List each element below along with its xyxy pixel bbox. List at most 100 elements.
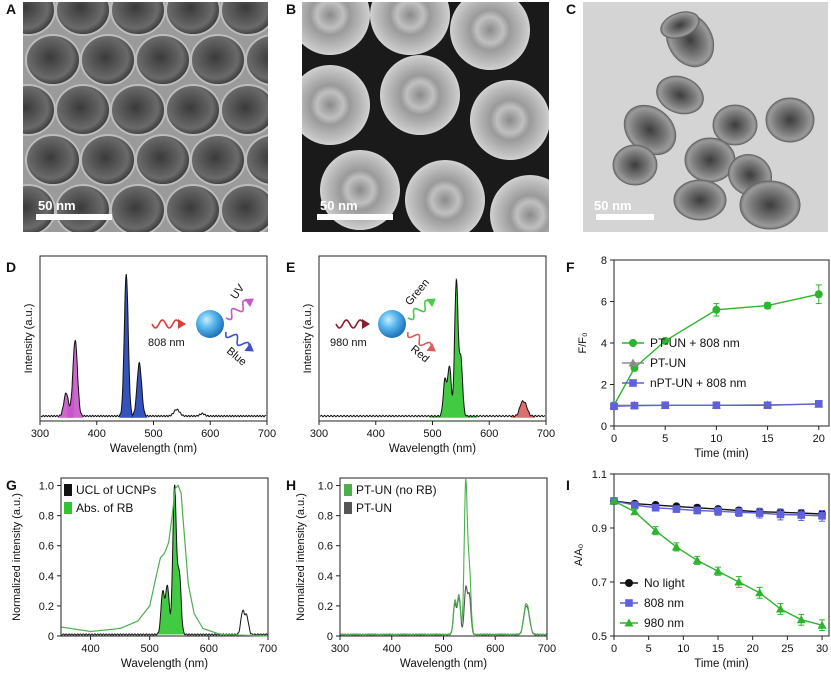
excitation-label: 980 nm xyxy=(330,337,367,349)
peak-fill xyxy=(131,362,148,418)
uv-emission-arrow-wave xyxy=(225,299,246,321)
data-point xyxy=(776,510,785,519)
plot-frame xyxy=(60,477,269,637)
legend-label: PT-UN + 808 nm xyxy=(650,336,740,350)
x-tick-label: 20 xyxy=(813,433,825,445)
spectrum-line xyxy=(340,585,547,636)
x-tick-label: 10 xyxy=(710,433,722,445)
nanoparticle xyxy=(190,134,246,186)
emission-label-red: Red xyxy=(408,343,431,365)
data-point xyxy=(818,512,826,520)
x-tick-label: 600 xyxy=(200,643,218,655)
nanoparticle xyxy=(660,11,700,39)
x-tick-label: 500 xyxy=(434,643,452,655)
emission-label-green: Green xyxy=(403,277,432,308)
x-tick-label: 600 xyxy=(480,428,498,440)
x-tick-label: 600 xyxy=(201,428,219,440)
legend-label: Abs. of RB xyxy=(76,501,133,515)
legend-marker xyxy=(625,599,633,607)
green-emission-arrow xyxy=(407,298,436,321)
x-tick-label: 0 xyxy=(611,433,617,445)
panel-letter: H xyxy=(286,477,296,493)
data-point xyxy=(651,526,661,535)
peak-fill xyxy=(146,484,197,636)
excitation-arrow-wave xyxy=(335,319,363,329)
nanoparticle xyxy=(656,75,704,115)
legend-label: PT-UN xyxy=(356,501,392,515)
data-point xyxy=(714,507,722,516)
x-tick-label: 5 xyxy=(646,643,652,655)
y-tick-label: 1.0 xyxy=(39,481,54,493)
data-point xyxy=(817,620,827,629)
peak-fill xyxy=(119,274,134,418)
panel-letter-a: A xyxy=(6,1,16,17)
chart-g: 400 500 600 700 0 0.2 0.4 0.6 0.8 1.0 Wavelength (… xyxy=(6,477,277,670)
legend-marker xyxy=(628,358,638,367)
panel-c: C 50 nm xyxy=(566,1,828,232)
nanoparticle xyxy=(220,184,268,232)
emission-label-blue: Blue xyxy=(224,345,249,368)
legend-label: 980 nm xyxy=(644,616,684,630)
data-point xyxy=(712,305,721,314)
x-tick-label: 300 xyxy=(310,428,328,440)
nanoparticle xyxy=(470,80,549,160)
scale-label-a: 50 nm xyxy=(38,198,76,213)
nanoparticle-grid-b xyxy=(302,2,549,232)
excitation-arrow-wave xyxy=(151,319,179,329)
red-emission-arrow xyxy=(407,331,436,352)
y-tick-label: 0 xyxy=(327,631,333,643)
chart-d: 300 400 500 600 700 Wavelength (nm) Intensity … xyxy=(6,255,276,455)
plot-frame xyxy=(613,473,830,637)
red-emission-arrow-arrowhead xyxy=(426,342,436,352)
data-point xyxy=(712,401,721,410)
panel-a: A 50 nm xyxy=(6,1,268,232)
nanoparticle-cluster-c xyxy=(612,11,815,230)
legend-swatch xyxy=(64,502,72,514)
data-point xyxy=(692,555,702,564)
panel-letter: G xyxy=(6,477,17,493)
nanoparticle xyxy=(165,84,221,136)
spectrum-line xyxy=(40,274,267,418)
panel-letter: D xyxy=(6,259,16,275)
legend-label: UCL of UCNPs xyxy=(76,483,156,497)
nanoparticle xyxy=(405,160,485,232)
x-tick-label: 700 xyxy=(259,643,277,655)
panel-letter-b: B xyxy=(286,1,296,17)
nanoparticle xyxy=(765,97,815,143)
data-point xyxy=(814,399,823,408)
nanoparticle xyxy=(23,84,56,136)
x-tick-label: 25 xyxy=(781,643,793,655)
nanoparticle xyxy=(80,34,136,86)
x-tick-label: 700 xyxy=(538,643,556,655)
data-point xyxy=(630,401,639,410)
nanoparticle xyxy=(165,184,221,232)
legend-marker xyxy=(625,579,633,587)
x-tick-label: 500 xyxy=(144,428,162,440)
y-axis-label: Normalized intensity (a.u.) xyxy=(11,493,23,621)
data-point xyxy=(693,506,702,515)
x-axis-label: Wavelength (nm) xyxy=(121,658,208,670)
nanoparticle xyxy=(684,137,736,183)
x-axis-label: Wavelength (nm) xyxy=(110,443,197,455)
scale-label-c: 50 nm xyxy=(594,198,632,213)
data-point xyxy=(775,604,785,613)
data-point xyxy=(755,588,765,597)
nanoparticle xyxy=(712,104,758,146)
nanoparticle xyxy=(370,2,450,55)
x-tick-label: 15 xyxy=(712,643,724,655)
peak-fill xyxy=(429,279,478,418)
y-tick-label: 0.6 xyxy=(318,541,333,553)
y-tick-label: 4 xyxy=(601,338,607,350)
nanoparticle xyxy=(135,134,191,186)
legend-marker xyxy=(624,618,634,627)
nanoparticle xyxy=(320,150,400,230)
x-tick-label: 300 xyxy=(331,643,349,655)
abs-spectrum-line xyxy=(61,484,268,637)
legend-label: 808 nm xyxy=(644,596,684,610)
data-point xyxy=(797,511,806,519)
legend-label: PT-UN xyxy=(650,356,686,370)
uv-emission-arrow-arrowhead xyxy=(244,298,254,308)
x-tick-label: 400 xyxy=(88,428,106,440)
nanoparticle xyxy=(110,84,166,136)
